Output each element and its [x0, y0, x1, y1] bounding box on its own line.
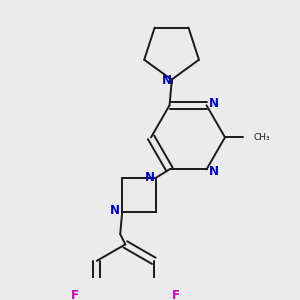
Text: N: N: [145, 171, 155, 184]
Text: N: N: [209, 165, 219, 178]
Text: F: F: [71, 289, 79, 300]
Text: CH₃: CH₃: [254, 133, 270, 142]
Text: F: F: [171, 289, 179, 300]
Text: N: N: [110, 204, 120, 217]
Text: N: N: [209, 97, 219, 110]
Text: N: N: [161, 74, 171, 87]
